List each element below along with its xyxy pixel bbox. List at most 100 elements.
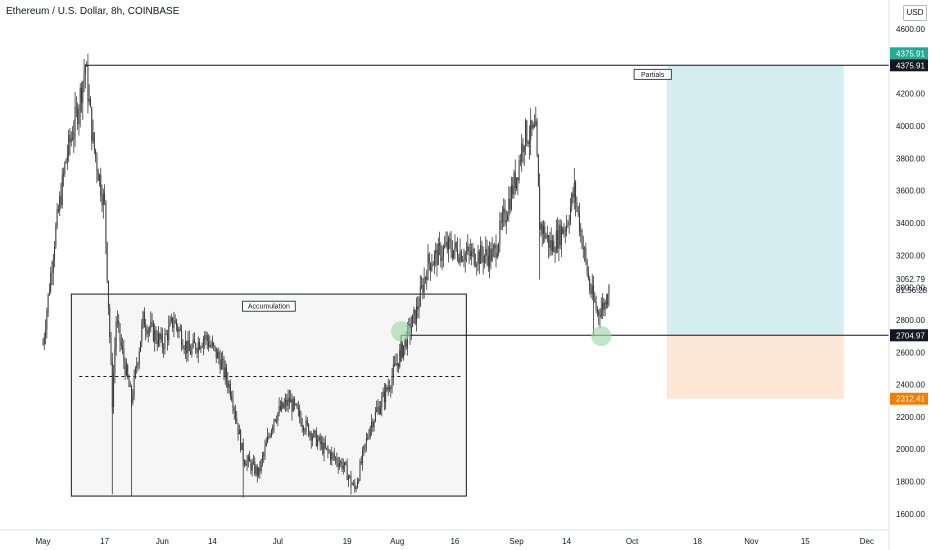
candle-body [507,215,509,221]
candle-body [564,230,566,231]
candle-body [168,325,170,341]
candle-body [537,154,539,187]
candle-body [359,461,361,480]
candle-body [471,250,473,257]
target-zone [666,65,844,336]
candle-body [598,311,600,316]
candle-body [517,177,519,181]
candle-body [75,106,77,108]
candle-body [228,383,230,388]
candle-body [503,208,505,214]
candle-body [158,333,159,345]
candle-body [448,238,450,250]
candle-body [305,420,307,431]
candle-body [196,350,198,353]
candle-body [255,466,257,474]
price-label-bg [890,59,928,72]
candle-body [446,241,448,250]
candle-body [151,321,153,323]
candle-body [219,358,221,370]
candle-body [276,420,278,422]
candle-body [310,432,312,441]
chart-title: Ethereum / U.S. Dollar, 8h, COINBASE [6,6,180,17]
candle-body [432,263,434,267]
candle-body [250,461,252,471]
candle-body [95,149,97,157]
candle-body [571,193,573,207]
candle-body [274,419,276,421]
candle-body [268,436,270,437]
candle-body [454,242,456,250]
candle-body [563,230,565,234]
candle-body [549,240,551,248]
candle-body [543,226,544,234]
candle-body [436,249,438,265]
candle-body [278,406,280,413]
candle-body [116,320,118,322]
candle-body [331,452,333,460]
candle-body [476,264,478,266]
candle-body [555,230,557,253]
candle-body [97,171,99,181]
candle-body [191,347,193,355]
candle-body [516,177,518,189]
candle-body [426,277,428,280]
candle-body [424,277,426,279]
candle-body [285,400,287,404]
candle-body [290,399,292,403]
candle-body [427,254,429,280]
candle-body [143,311,145,328]
price-label-bg [890,392,928,405]
y-tick-label: 3600.00 [896,187,925,196]
candle-body [422,285,424,293]
candle-body [338,463,340,467]
candle-body [526,120,528,144]
candle-body [265,442,267,447]
candle-body [159,333,161,340]
candle-body [175,320,177,327]
candle-body [397,363,399,367]
candle-body [403,345,405,358]
candle-body [374,411,376,421]
candle-body [166,333,168,341]
candle-body [98,174,100,181]
candle-body [347,476,349,480]
x-axis[interactable]: May 17 Jun 14 Jul 19 Aug 16 Sep 14 Oct 18 Nov 15 Dec [35,537,874,546]
candle-body [114,347,116,374]
price-label-text: 01:56:28 [896,286,928,295]
candle-body [550,240,552,251]
candle-body [341,461,343,469]
currency-button[interactable]: USD [903,5,927,21]
candle-body [209,344,211,347]
candle-body [477,251,479,265]
partials-label: Partials [633,68,672,80]
candle-body [483,255,485,263]
candle-body [532,125,534,129]
y-tick-label: 3400.00 [896,219,925,228]
candle-body [340,461,342,464]
candle-body [188,340,190,351]
candle-body [215,347,217,359]
candle-body [536,120,538,155]
candle-body [301,425,303,427]
candle-body [109,307,111,338]
candle-body [463,259,465,261]
candle-body [335,457,337,459]
candle-body [81,87,82,103]
candle-body [201,346,203,348]
candle-body [603,302,605,310]
candle-body [104,193,106,202]
candle-body [353,483,355,485]
candle-body [518,160,520,181]
candle-body [568,221,570,225]
y-axis[interactable]: 1600.00 1800.00 2000.00 2200.00 2400.00 2600.… [896,25,925,519]
y-tick-label: 4200.00 [896,90,925,99]
candle-body [152,322,154,342]
candle-body [512,185,514,195]
candle-body [279,406,281,411]
candle-body [287,397,289,406]
candle-body [474,265,476,266]
y-tick-label: 2400.00 [896,381,925,390]
candle-body [362,450,364,464]
